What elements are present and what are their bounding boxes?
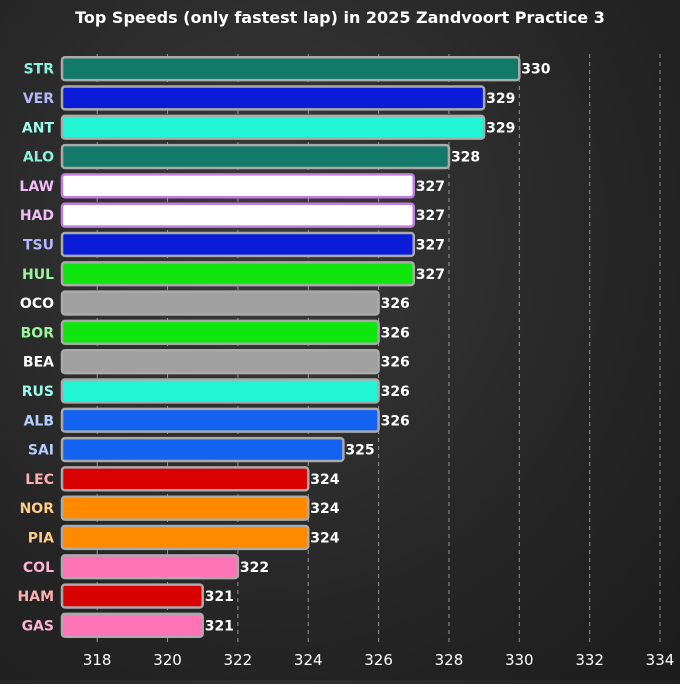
bar-law <box>60 173 416 199</box>
category-label-gas: GAS <box>22 618 54 634</box>
tick-label-332: 332 <box>575 651 604 669</box>
bar-alb <box>60 407 380 433</box>
category-label-pia: PIA <box>28 530 54 546</box>
category-label-hul: HUL <box>22 267 54 283</box>
value-label-ham: 321 <box>205 589 234 605</box>
value-label-alo: 328 <box>451 150 480 166</box>
category-label-bea: BEA <box>23 355 54 371</box>
bar-gas <box>60 612 204 639</box>
bar-str <box>60 55 521 82</box>
value-label-alb: 326 <box>381 413 410 429</box>
value-label-hul: 327 <box>416 267 445 283</box>
category-label-nor: NOR <box>20 501 55 517</box>
bar-alo <box>60 143 451 170</box>
chart-title: Top Speeds (only fastest lap) in 2025 Za… <box>75 8 605 27</box>
category-label-ant: ANT <box>22 120 55 136</box>
tick-label-324: 324 <box>294 651 323 669</box>
value-label-rus: 326 <box>381 384 410 400</box>
category-label-str: STR <box>24 62 55 78</box>
tick-label-322: 322 <box>224 651 253 669</box>
category-label-law: LAW <box>19 179 54 195</box>
bar-col <box>60 554 240 580</box>
category-label-lec: LEC <box>25 472 54 488</box>
category-label-alb: ALB <box>24 413 54 429</box>
tick-label-334: 334 <box>646 651 675 669</box>
tick-label-330: 330 <box>505 651 534 669</box>
value-label-bea: 326 <box>381 355 410 371</box>
bar-ant <box>60 114 486 140</box>
bar-had <box>60 202 416 228</box>
category-label-tsu: TSU <box>23 237 54 253</box>
value-label-nor: 324 <box>310 501 339 517</box>
tick-label-328: 328 <box>435 651 464 669</box>
bar-pia <box>60 524 310 551</box>
value-label-oco: 326 <box>381 296 410 312</box>
category-label-sai: SAI <box>28 443 54 459</box>
bar-lec <box>60 466 310 492</box>
value-label-tsu: 327 <box>416 237 445 253</box>
bar-oco <box>60 290 380 316</box>
tick-label-320: 320 <box>153 651 182 669</box>
category-label-ver: VER <box>23 91 54 107</box>
tick-label-326: 326 <box>364 651 393 669</box>
category-label-rus: RUS <box>22 384 54 400</box>
category-label-ham: HAM <box>18 589 54 605</box>
bar-nor <box>60 495 310 521</box>
value-label-lec: 324 <box>310 472 339 488</box>
bar-hul <box>60 261 416 287</box>
bar-bea <box>60 348 380 375</box>
value-label-col: 322 <box>240 560 269 576</box>
bar-sai <box>60 436 345 463</box>
category-label-bor: BOR <box>21 325 55 341</box>
bar-tsu <box>60 231 416 258</box>
value-label-str: 330 <box>521 62 550 78</box>
category-label-col: COL <box>23 560 54 576</box>
value-label-ver: 329 <box>486 91 515 107</box>
category-label-had: HAD <box>20 208 54 224</box>
bar-ver <box>60 85 486 111</box>
value-label-pia: 324 <box>310 530 339 546</box>
bar-bor <box>60 319 380 346</box>
tick-label-318: 318 <box>83 651 112 669</box>
value-label-gas: 321 <box>205 618 234 634</box>
category-label-alo: ALO <box>23 150 54 166</box>
value-label-law: 327 <box>416 179 445 195</box>
value-label-had: 327 <box>416 208 445 224</box>
value-label-sai: 325 <box>345 443 374 459</box>
bar-rus <box>60 378 380 404</box>
bar-ham <box>60 583 204 609</box>
value-label-bor: 326 <box>381 325 410 341</box>
category-label-oco: OCO <box>20 296 54 312</box>
value-label-ant: 329 <box>486 120 515 136</box>
